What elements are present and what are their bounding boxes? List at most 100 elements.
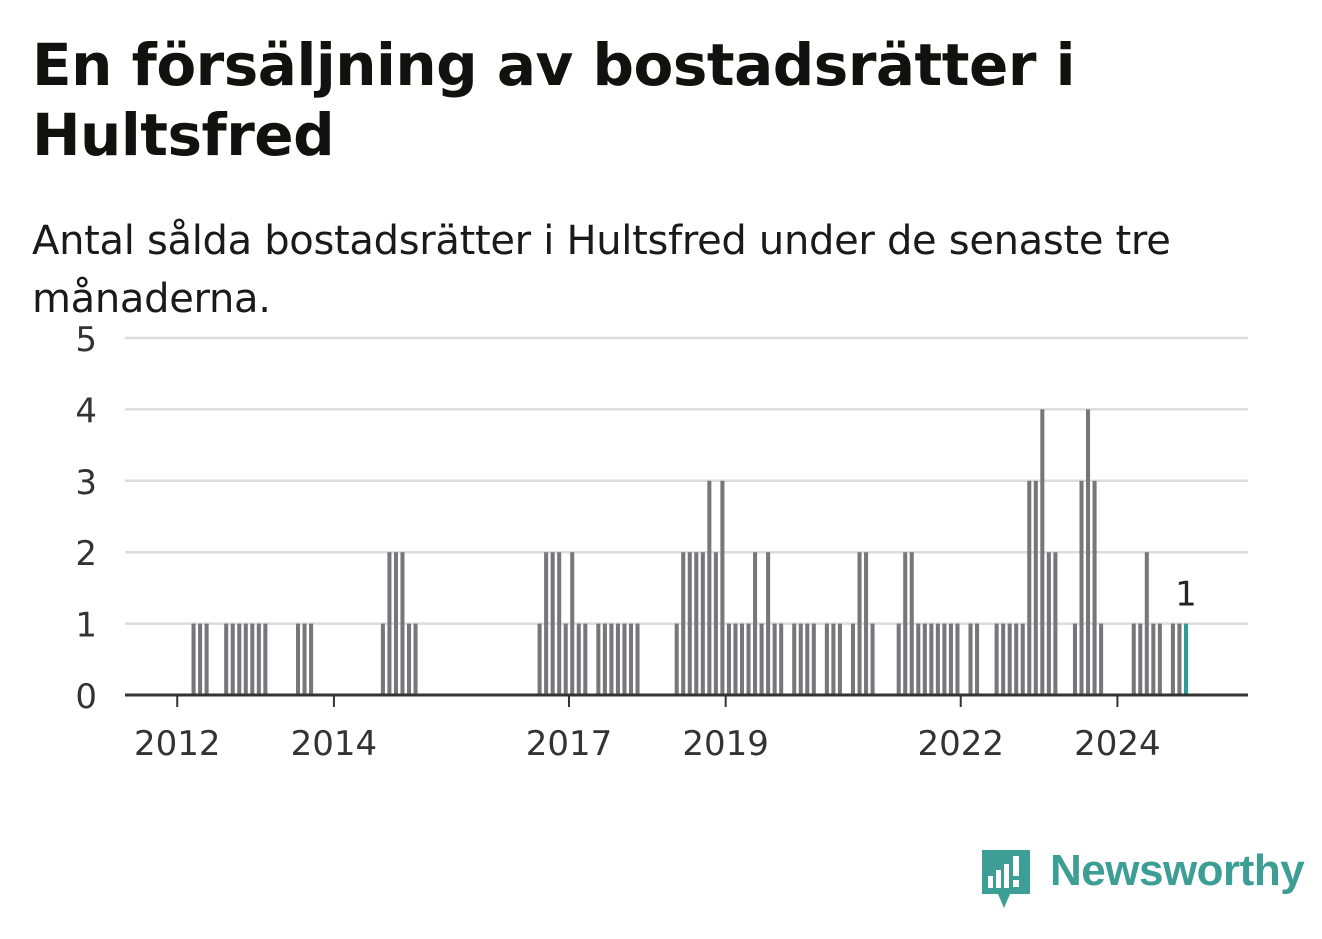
annotations: 1	[1175, 575, 1197, 615]
bar	[792, 623, 797, 695]
bar	[570, 552, 575, 695]
bar	[864, 552, 869, 695]
bar	[557, 552, 562, 695]
bar	[753, 552, 758, 695]
bar	[628, 623, 634, 695]
highlight-value-label: 1	[1175, 575, 1197, 615]
bar	[739, 623, 745, 695]
bar	[544, 552, 549, 695]
bar	[413, 623, 418, 695]
x-axis: 2012 2014 2017 2019 2022 2024	[125, 693, 1248, 764]
bar	[237, 623, 242, 695]
x-tick-label: 2012	[134, 724, 221, 764]
y-tick-label: 3	[75, 463, 97, 503]
bar	[759, 623, 764, 695]
bar	[975, 623, 980, 695]
bar	[837, 623, 842, 695]
bar	[1072, 623, 1078, 695]
bar	[850, 623, 856, 695]
bar	[387, 552, 392, 695]
bar	[224, 623, 229, 695]
bar	[1138, 623, 1143, 695]
bar	[935, 623, 940, 695]
bar	[733, 623, 738, 695]
bar	[929, 623, 934, 695]
bar	[243, 623, 248, 695]
bar	[250, 623, 255, 695]
bar	[674, 623, 679, 695]
bar	[302, 623, 307, 695]
bar	[1033, 480, 1038, 695]
bar	[726, 623, 731, 695]
bar	[537, 623, 542, 695]
gridlines	[125, 336, 1248, 625]
x-tick-label: 2024	[1074, 724, 1161, 764]
chart-subtitle: Antal sålda bostadsrätter i Hultsfred un…	[32, 218, 1171, 322]
bar	[615, 623, 620, 695]
y-tick-label: 0	[75, 677, 97, 717]
bar	[948, 623, 953, 695]
bar	[720, 480, 725, 695]
bar	[622, 623, 627, 695]
bar	[204, 623, 209, 695]
y-tick-label: 5	[75, 320, 97, 360]
bar	[805, 623, 810, 695]
bar	[198, 623, 203, 695]
bar	[583, 623, 588, 695]
bar	[700, 552, 705, 695]
bar	[1020, 623, 1025, 695]
bar	[1007, 623, 1012, 695]
bar	[922, 623, 927, 695]
x-tick-label: 2014	[291, 724, 378, 764]
bar	[681, 552, 686, 695]
bar	[563, 623, 568, 695]
bar	[191, 623, 196, 695]
bar	[576, 623, 581, 695]
bar	[1079, 480, 1084, 695]
bar	[831, 623, 836, 695]
bar	[309, 623, 314, 695]
bar	[596, 623, 601, 695]
bar	[916, 623, 921, 695]
newsworthy-logo-icon	[982, 850, 1030, 908]
bar	[687, 552, 692, 695]
bar	[1099, 623, 1104, 695]
bar	[772, 623, 777, 695]
bars	[191, 409, 1188, 695]
bar	[746, 623, 751, 695]
x-tick-label: 2022	[917, 724, 1004, 764]
bar	[1001, 623, 1006, 695]
bar	[1046, 552, 1051, 695]
bar	[380, 623, 385, 695]
bar	[955, 623, 960, 695]
bar-highlight	[1183, 623, 1188, 695]
bar	[707, 480, 712, 695]
x-tick-label: 2019	[682, 724, 769, 764]
bar	[1170, 623, 1175, 695]
bar	[1131, 623, 1136, 695]
y-axis-labels: 0 1 2 3 4 5	[75, 320, 97, 717]
bar	[811, 623, 816, 695]
bar	[1027, 480, 1032, 695]
bar	[903, 552, 908, 695]
bar	[968, 623, 973, 695]
bar	[635, 623, 640, 695]
bar	[609, 623, 614, 695]
bar	[694, 552, 699, 695]
bar	[1144, 552, 1149, 695]
bar	[824, 623, 829, 695]
bar	[1092, 480, 1097, 695]
bar	[994, 623, 999, 695]
bar	[1040, 409, 1045, 695]
bar	[230, 623, 235, 695]
x-tick-label: 2017	[526, 724, 613, 764]
y-tick-label: 4	[75, 391, 97, 431]
y-tick-label: 1	[75, 606, 97, 646]
bar	[602, 623, 607, 695]
bar	[896, 623, 901, 695]
bar	[1151, 623, 1156, 695]
bar	[263, 623, 268, 695]
bar	[857, 552, 862, 695]
bar	[295, 623, 301, 695]
